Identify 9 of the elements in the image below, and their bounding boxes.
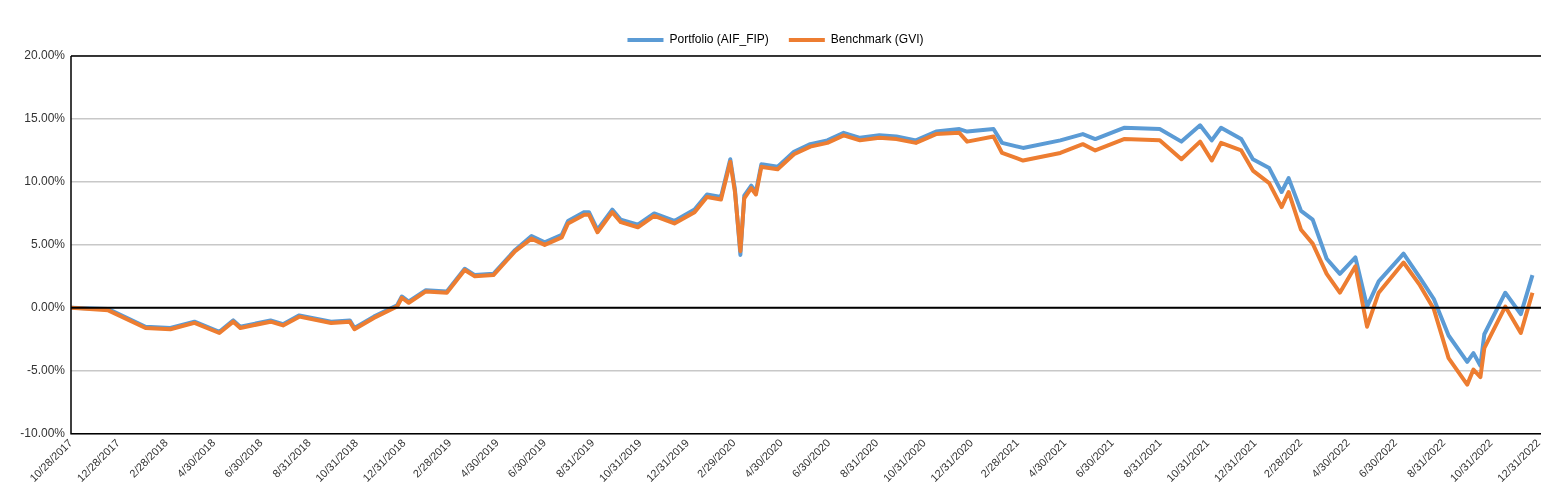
y-tick-label: -5.00% — [26, 363, 66, 378]
y-tick-label: 10.00% — [24, 174, 66, 189]
legend-label: Benchmark (GVI) — [830, 32, 924, 47]
y-tick-label: 20.00% — [24, 48, 66, 63]
y-tick-label: -10.00% — [20, 426, 66, 441]
legend-label: Portfolio (AIF_FIP) — [669, 32, 769, 47]
y-tick-label: 0.00% — [30, 300, 66, 315]
y-tick-label: 5.00% — [30, 237, 66, 252]
y-tick-label: 15.00% — [24, 111, 66, 126]
